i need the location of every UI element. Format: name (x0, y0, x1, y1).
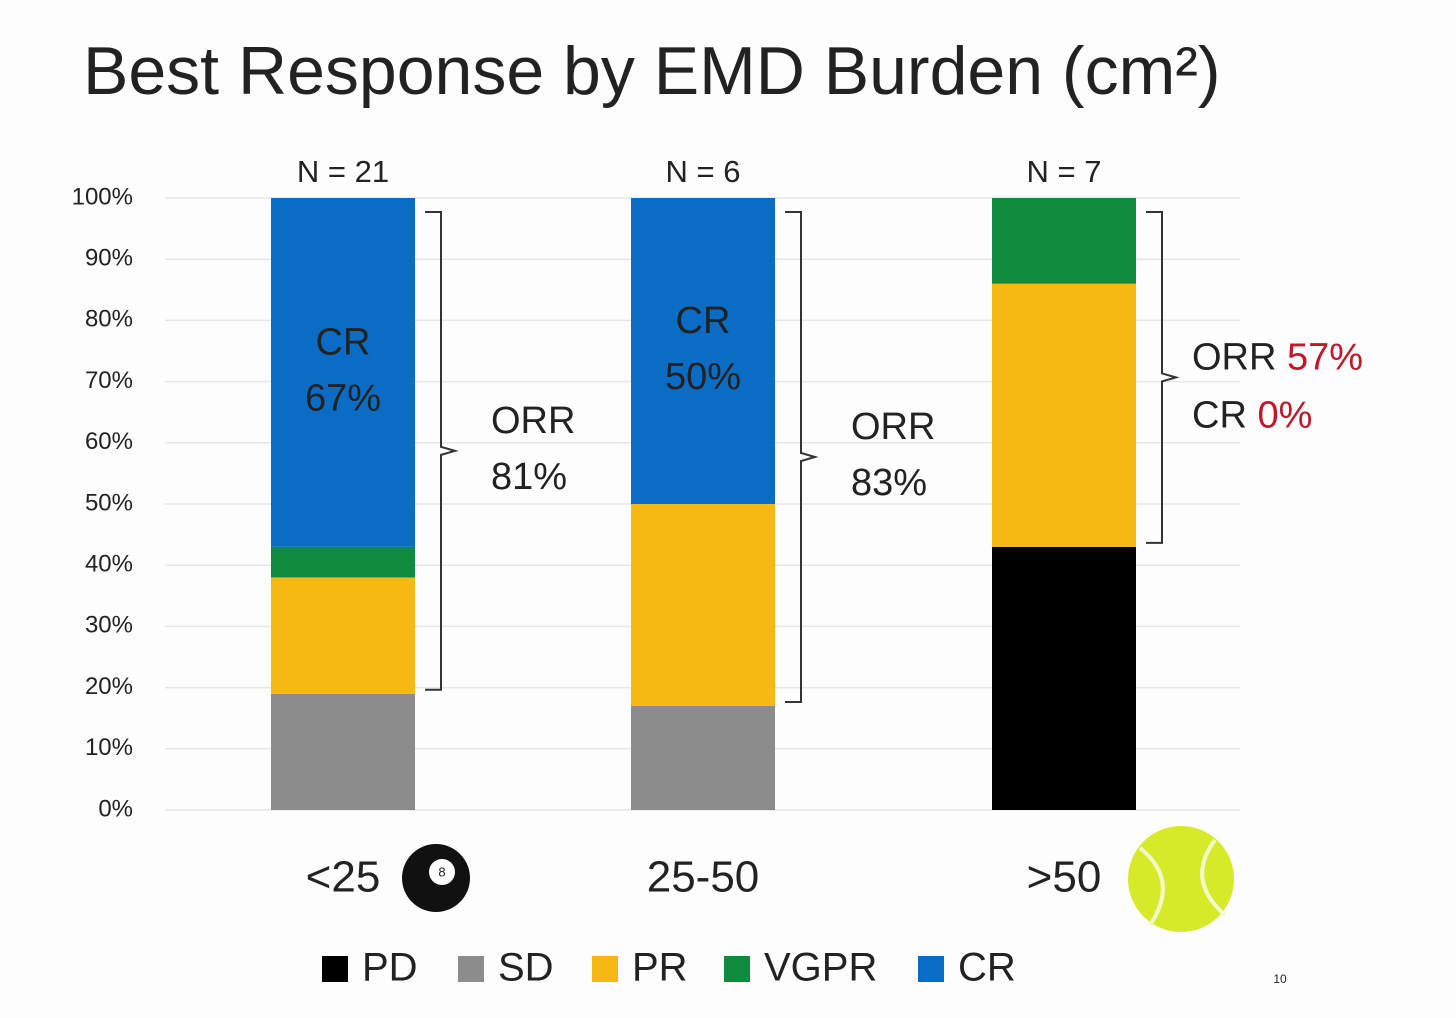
bar-segment (992, 283, 1136, 547)
n-label: N = 6 (666, 154, 741, 189)
y-tick-label: 0% (98, 795, 133, 822)
y-tick-label: 70% (85, 367, 133, 394)
legend-swatch (322, 956, 348, 982)
bar-label: 67% (305, 377, 381, 419)
legend-label: VGPR (764, 946, 877, 990)
y-tick-label: 80% (85, 306, 133, 333)
bar-segment (271, 546, 415, 578)
y-tick-label: 30% (85, 612, 133, 639)
n-label: N = 7 (1027, 154, 1102, 189)
y-tick-label: 10% (85, 734, 133, 761)
legend-swatch (458, 956, 484, 982)
bar-label: 50% (665, 356, 741, 398)
bar-segment (992, 546, 1136, 810)
y-tick-label: 20% (85, 673, 133, 700)
bracket-value: 83% (851, 462, 927, 504)
tennis-ball-icon (1128, 826, 1234, 932)
bracket (1146, 211, 1180, 544)
category-label: <25 (306, 853, 381, 902)
eight-ball-icon: 8 (402, 844, 470, 912)
bracket-value: 81% (491, 456, 567, 498)
category-label: 25-50 (647, 853, 760, 902)
bar-label: CR (676, 300, 731, 342)
bracket (785, 211, 819, 703)
y-tick-label: 40% (85, 551, 133, 578)
y-tick-label: 60% (85, 428, 133, 455)
bar-segment (271, 577, 415, 694)
legend-swatch (918, 956, 944, 982)
bar-segment (631, 198, 775, 504)
bar-segment (271, 693, 415, 810)
legend-swatch (724, 956, 750, 982)
bar-segment (271, 198, 415, 547)
bar-segment (631, 705, 775, 810)
y-tick-label: 90% (85, 245, 133, 272)
bracket-label: ORR (851, 406, 935, 448)
legend-swatch (592, 956, 618, 982)
n-label: N = 21 (297, 154, 389, 189)
svg-text:8: 8 (438, 864, 445, 879)
legend-label: CR (958, 946, 1016, 990)
bracket (425, 211, 459, 691)
category-label: >50 (1027, 853, 1102, 902)
bar-segment (631, 504, 775, 706)
y-tick-label: 100% (72, 183, 133, 210)
y-tick-label: 50% (85, 489, 133, 516)
bracket-value: 57% (1287, 336, 1363, 378)
bracket-label: ORR 57% (1192, 336, 1363, 378)
legend-label: PD (362, 946, 418, 990)
legend-label: PR (632, 946, 688, 990)
bar-label: CR (316, 321, 371, 363)
page-number: 10 (1273, 972, 1287, 986)
bar-segment (992, 198, 1136, 284)
legend-label: SD (498, 946, 554, 990)
bracket-sub-label: CR 0% (1192, 394, 1312, 436)
bracket-label: ORR (491, 400, 575, 442)
bracket-sub-label-text: CR (1192, 394, 1247, 436)
bracket-label-text: ORR (1192, 336, 1276, 378)
bracket-sub-value: 0% (1257, 394, 1312, 436)
chart-title: Best Response by EMD Burden (cm²) (83, 33, 1221, 109)
